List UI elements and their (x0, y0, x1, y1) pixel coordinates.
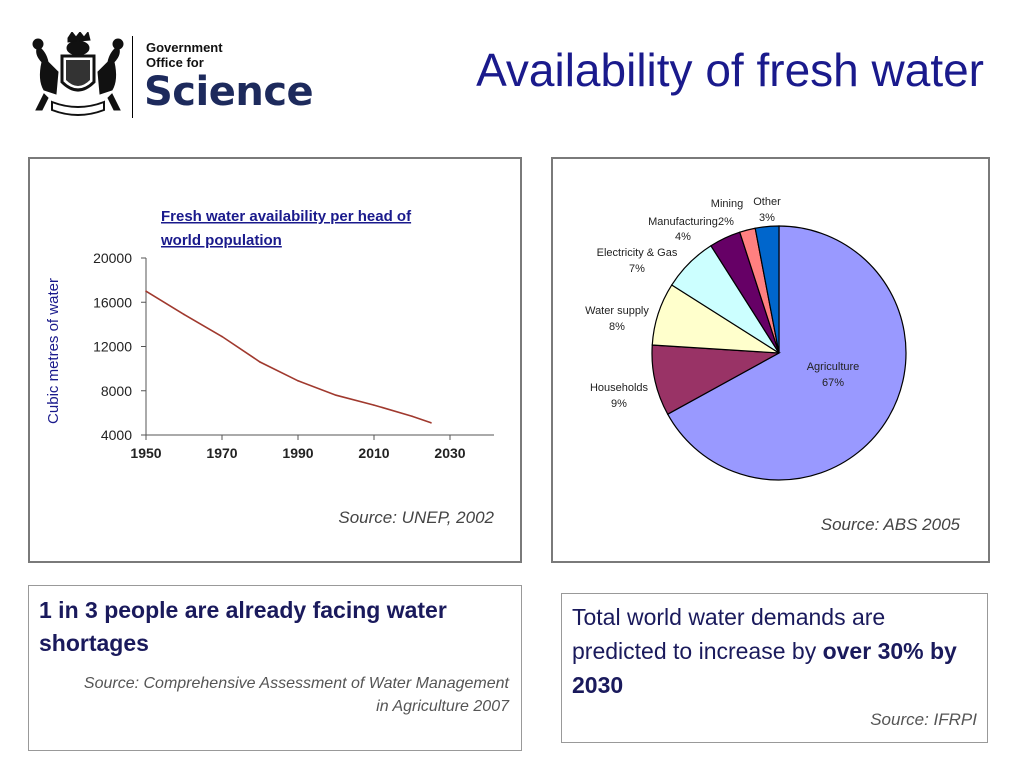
y-tick-label: 8000 (101, 383, 132, 399)
pie-label-agriculture: Agriculture (807, 361, 860, 373)
pie-labels: Agriculture 67% Households 9% Water supply 8%… (585, 196, 859, 410)
demand-text: Total world water demands are predicted … (572, 600, 982, 702)
pie-slice-other (754, 225, 780, 354)
slide-title: Availability of fresh water (476, 44, 984, 96)
logo-wordmark: Science (144, 69, 314, 115)
line-axes: 4000 8000 12000 16000 20000 1950 1970 1990 2010 2… (93, 250, 494, 461)
line-point (183, 313, 185, 316)
x-tick-label: 2030 (434, 445, 465, 461)
demand-text-bold: over 30% by 2030 (572, 638, 957, 698)
line-marks (145, 290, 432, 424)
chart-title-line1: Fresh water availability per head of (161, 208, 412, 225)
y-axis-label: Cubic metres of water (45, 278, 62, 424)
pie-value-electricity-gas: 7% (629, 263, 645, 275)
line-point (373, 404, 375, 406)
shortage-headline: 1 in 3 people are already facing water s… (39, 597, 447, 656)
line-point (411, 415, 413, 417)
demand-source-label: Source (870, 710, 925, 729)
y-tick-label: 16000 (93, 294, 132, 310)
line-point (335, 394, 337, 396)
shortage-source: Source: Comprehensive Assessment of Wate… (83, 675, 509, 715)
shortage-callout: 1 in 3 people are already facing water s… (28, 585, 522, 751)
pie-label-manufacturing: Manufacturing (648, 216, 718, 228)
pie-slices (651, 225, 907, 481)
demand-source-value: : IFRPI (924, 710, 977, 729)
logo-divider (132, 36, 133, 118)
pie-value-other: 3% (759, 212, 775, 224)
line-point (221, 335, 223, 338)
pie-value-households: 9% (611, 398, 627, 410)
royal-crest-icon (32, 32, 124, 116)
y-tick-label: 12000 (93, 339, 132, 355)
pie-label-households: Households (590, 382, 649, 394)
line-point (297, 379, 299, 382)
pie-chart-source: Source: ABS 2005 (820, 515, 960, 534)
y-tick-label: 4000 (101, 427, 132, 443)
x-tick-label: 1970 (206, 445, 237, 461)
logo-text-line2: Office for (146, 55, 204, 70)
line-chart-panel: Fresh water availability per head of wor… (28, 157, 522, 563)
line-point (430, 422, 432, 424)
chart-title-line2: world population (160, 232, 282, 249)
pie-value-water-supply: 8% (609, 321, 625, 333)
line-chart-source: Source: UNEP, 2002 (338, 508, 494, 527)
pie-label-mining: Mining (711, 198, 743, 210)
x-tick-label: 1950 (130, 445, 161, 461)
x-tick-label: 1990 (282, 445, 313, 461)
demand-text-plain: Total world water demands are predicted … (572, 604, 886, 664)
line-point (259, 361, 261, 363)
pie-value-agriculture: 67% (822, 377, 844, 389)
gov-science-logo: Government Office for Science (28, 32, 328, 124)
pie-value-mining: 2% (718, 216, 734, 228)
y-tick-label: 20000 (93, 250, 132, 266)
pie-label-electricity-gas: Electricity & Gas (597, 247, 678, 259)
pie-chart: Agriculture 67% Households 9% Water supply 8%… (585, 196, 907, 481)
water-per-head-line (145, 290, 432, 424)
demand-callout: Total world water demands are predicted … (561, 593, 988, 743)
demand-source: Source: IFRPI (870, 710, 977, 730)
line-chart: Fresh water availability per head of wor… (45, 208, 494, 461)
pie-label-water-supply: Water supply (585, 305, 649, 317)
logo-text-line1: Government (146, 40, 223, 55)
pie-value-manufacturing: 4% (675, 231, 691, 243)
pie-label-other: Other (753, 196, 781, 208)
pie-chart-panel: Agriculture 67% Households 9% Water supply 8%… (551, 157, 990, 563)
pie-slice-agriculture (666, 225, 907, 481)
line-point (145, 290, 147, 292)
x-tick-label: 2010 (358, 445, 389, 461)
